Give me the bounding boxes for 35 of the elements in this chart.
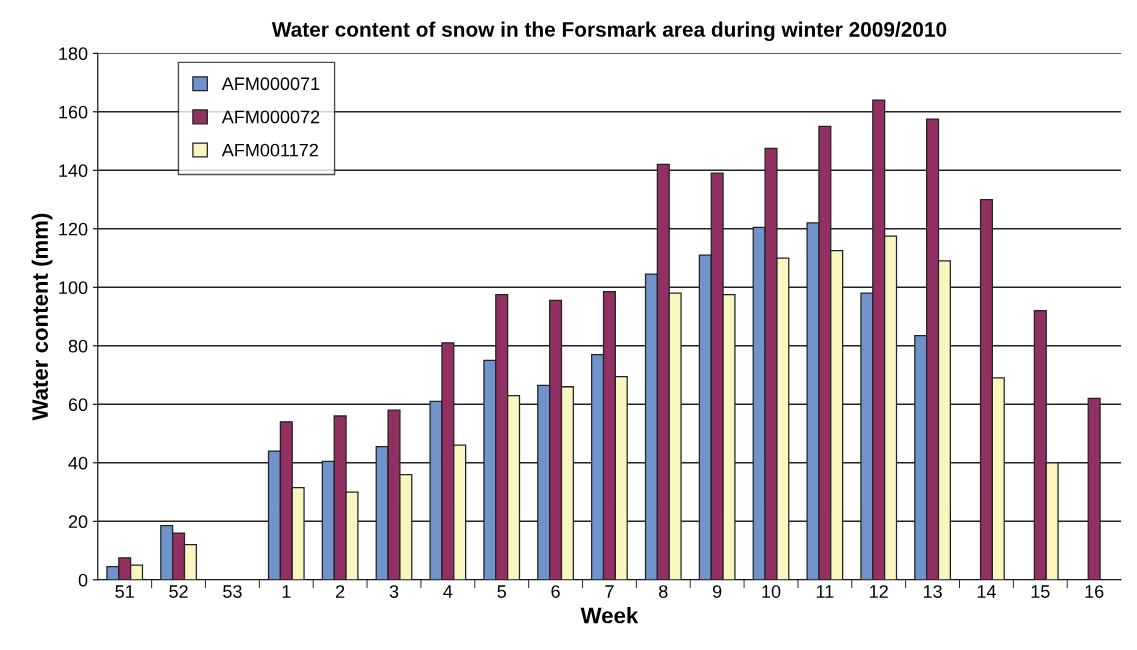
y-tick-label: 120: [59, 222, 88, 236]
x-tick-label: 13: [923, 585, 942, 598]
legend-label: AFM001172: [221, 143, 318, 157]
legend-label: AFM000072: [221, 110, 320, 124]
y-tick-label: 60: [68, 398, 88, 412]
x-tick-label: 51: [115, 585, 134, 598]
y-tick-label: 140: [59, 164, 88, 178]
x-tick-label: 14: [977, 585, 996, 598]
x-tick-label: 12: [870, 585, 888, 598]
y-tick-label: 40: [68, 456, 88, 470]
y-tick-label: 20: [68, 515, 88, 529]
x-tick-label: 7: [605, 585, 614, 598]
y-tick-label: 0: [78, 573, 88, 587]
y-axis-title: Water content (mm): [31, 213, 53, 421]
x-tick-label: 2: [336, 585, 345, 598]
x-tick-label: 6: [551, 585, 560, 598]
y-tick-label: 100: [59, 281, 88, 295]
x-tick-label: 16: [1085, 585, 1104, 598]
x-axis-title: Week: [580, 607, 639, 624]
y-tick-label: 160: [59, 105, 88, 119]
x-tick-label: 5: [497, 585, 506, 598]
legend-label: AFM000071: [221, 77, 320, 91]
x-tick-label: 10: [762, 585, 781, 598]
x-tick-label: 4: [443, 585, 453, 598]
y-tick-label: 80: [68, 339, 88, 353]
x-tick-label: 8: [659, 585, 668, 598]
y-tick-label: 180: [59, 47, 88, 61]
x-tick-label: 11: [816, 585, 834, 598]
x-tick-label: 3: [389, 585, 399, 598]
x-tick-label: 52: [169, 585, 188, 598]
x-tick-label: 1: [282, 585, 291, 598]
x-tick-label: 15: [1031, 585, 1050, 598]
x-tick-label: 53: [223, 585, 242, 598]
x-tick-label: 9: [712, 585, 722, 598]
chart-title: Water content of snow in the Forsmark area during winter 2009/2010: [271, 21, 947, 42]
